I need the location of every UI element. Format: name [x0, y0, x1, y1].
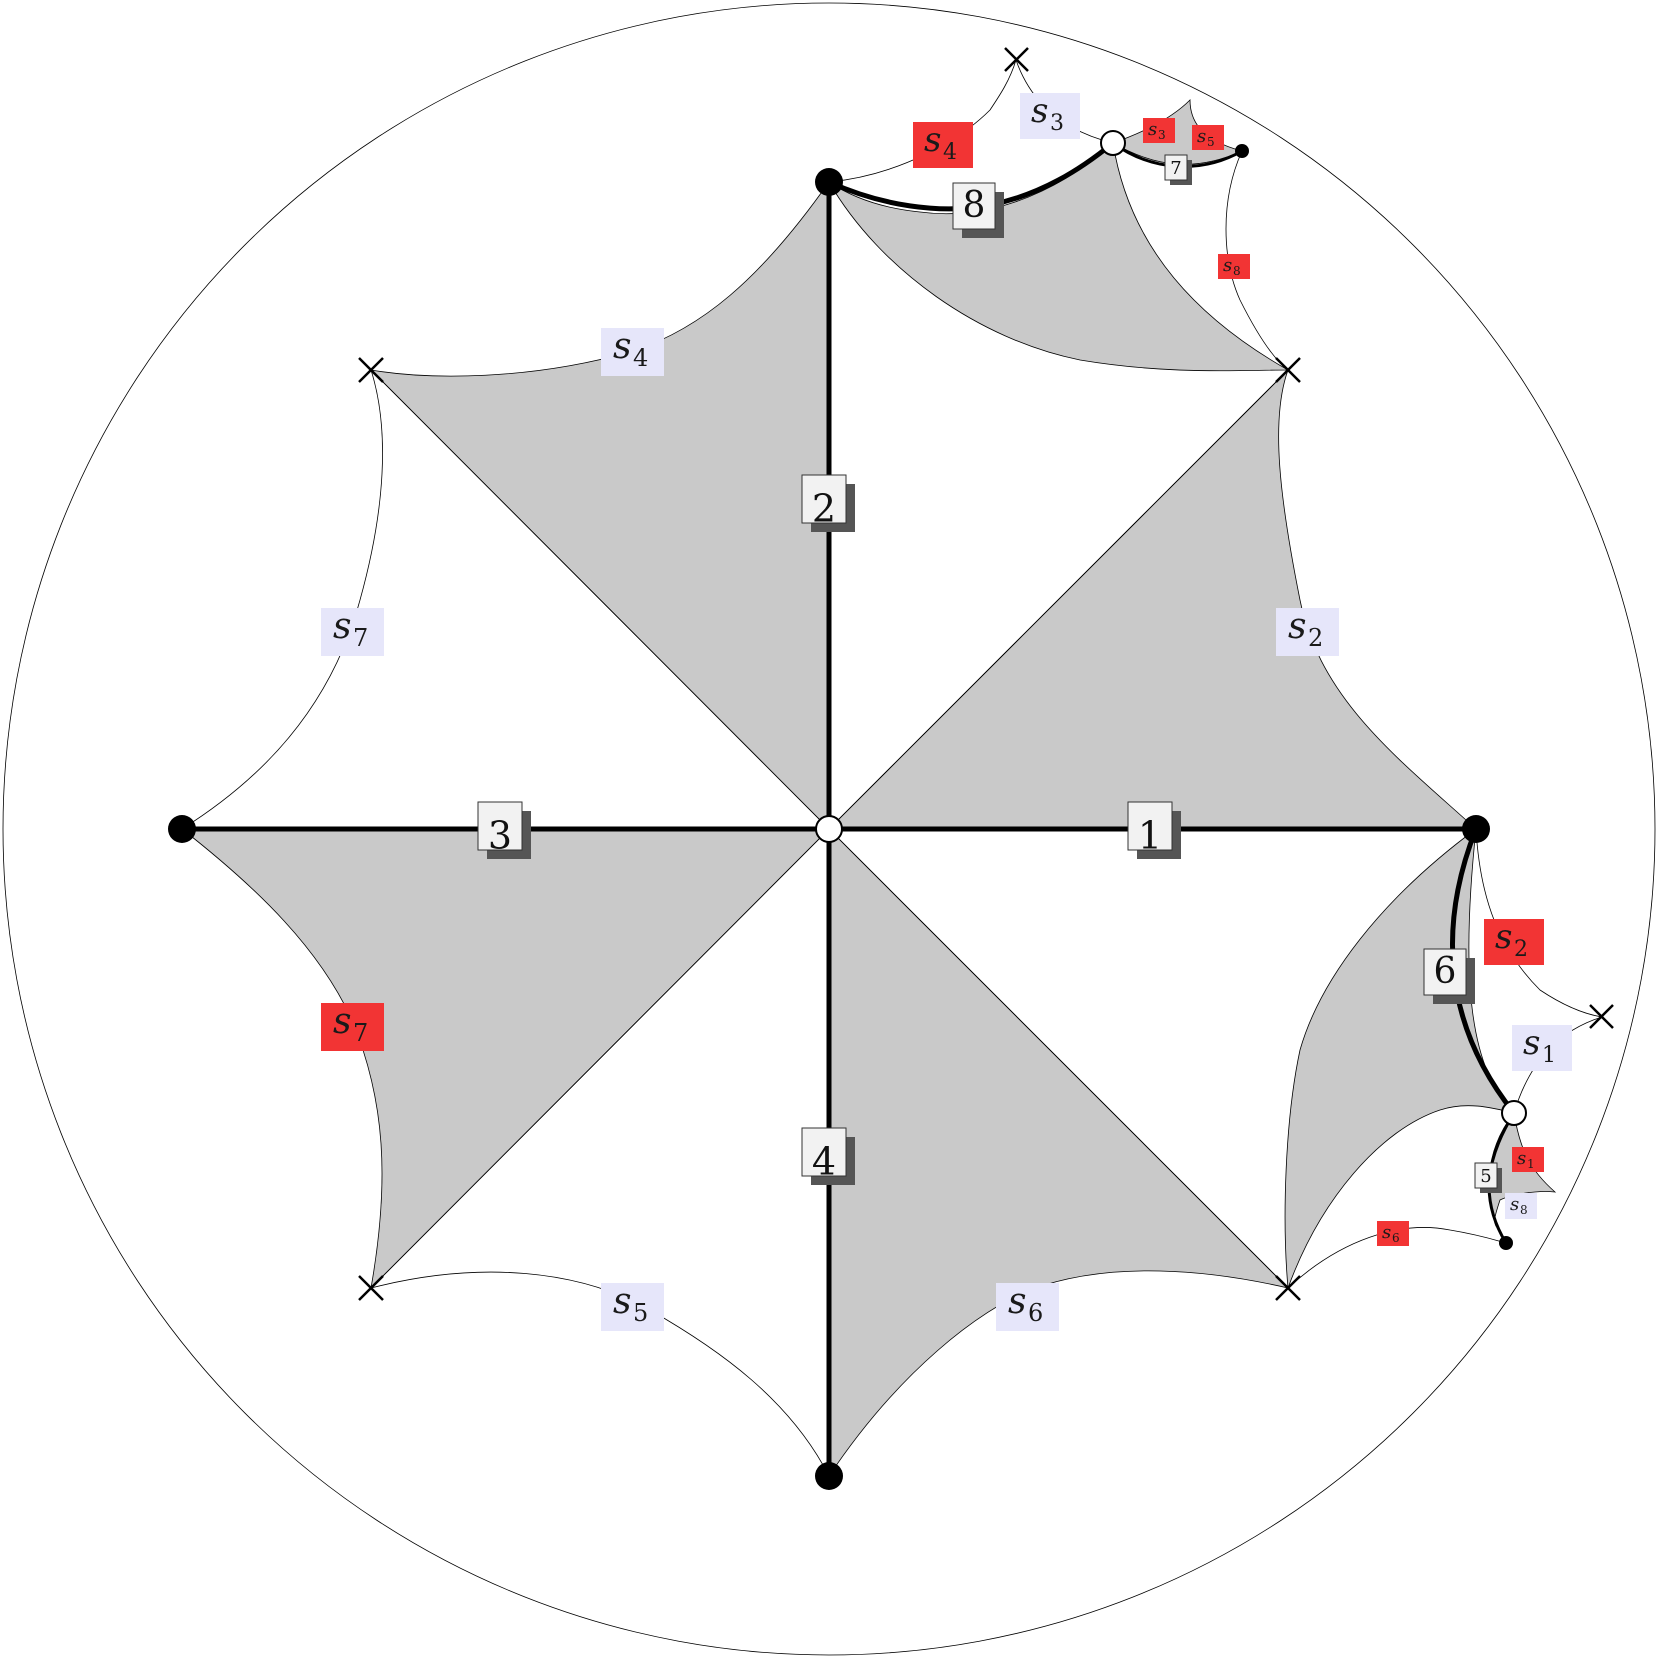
label-s8-red-sub: 8 [1233, 264, 1241, 278]
label-s7-blue-base: s [333, 606, 351, 647]
edge-number-8-text: 8 [963, 185, 986, 226]
label-s2-red-base: s [1495, 917, 1512, 957]
label-s3-blue-base: s [1031, 91, 1048, 131]
cross-mark-top [1004, 47, 1029, 72]
black-vertex-west [168, 815, 196, 843]
edge-number-7: 7 [1164, 154, 1192, 185]
label-s3-red-sub: 3 [1158, 128, 1166, 142]
white-vertex-right [1501, 1100, 1527, 1126]
label-s7-red-sub: 7 [353, 1019, 368, 1047]
shaded-triangle-nw [369, 180, 830, 830]
label-s6-blue: s 6 [996, 1281, 1059, 1331]
label-s4-red-sub: 4 [943, 140, 957, 165]
label-s5-blue: s 5 [601, 1281, 664, 1331]
label-s7-blue-sub: 7 [353, 624, 368, 652]
edge-number-3-text: 3 [488, 814, 512, 858]
label-s7-blue: s 7 [321, 606, 384, 656]
label-s1-blue-sub: 1 [1542, 1043, 1556, 1068]
label-s8-blue-sub: 8 [1520, 1203, 1528, 1217]
label-s6-red-sub: 6 [1392, 1231, 1400, 1245]
edge-number-4-text: 4 [812, 1140, 836, 1184]
edge-number-8: 8 [952, 182, 1004, 238]
label-s4-blue-base: s [613, 326, 631, 367]
label-s6-blue-sub: 6 [1028, 1299, 1043, 1327]
label-s4-blue-sub: 4 [633, 344, 648, 372]
label-s8-red: s 8 [1218, 254, 1250, 279]
label-s4-red-base: s [924, 120, 941, 160]
label-s5-blue-sub: 5 [633, 1299, 648, 1327]
shaded-triangle-se [828, 828, 1290, 1478]
black-vertex-north [815, 168, 843, 196]
label-s1-blue: s 1 [1512, 1023, 1572, 1071]
label-s4-blue: s 4 [601, 326, 664, 376]
small-black-vertex-right [1499, 1236, 1513, 1250]
edge-number-5-text: 5 [1480, 1166, 1491, 1187]
white-vertex-top [1100, 130, 1126, 156]
shaded-triangle-ne [828, 369, 1478, 830]
edge-number-6: 6 [1423, 948, 1475, 1004]
label-s6-red: s 6 [1377, 1221, 1409, 1246]
cross-mark-se [1275, 1275, 1301, 1301]
cross-mark-ne [1275, 357, 1301, 383]
label-s5-red-base: s [1197, 126, 1206, 147]
label-s6-blue-base: s [1008, 1281, 1026, 1322]
arc-s8 [1225, 150, 1289, 371]
label-s2-blue-base: s [1288, 606, 1306, 647]
cross-mark-sw [358, 1275, 384, 1301]
black-vertex-south [815, 1462, 843, 1490]
edge-number-6-text: 6 [1434, 951, 1457, 992]
arc-s2-lower [1475, 828, 1603, 1018]
small-black-vertex-top [1235, 144, 1249, 158]
diagonal-sw [370, 828, 830, 1289]
edge-number-5: 5 [1474, 1162, 1502, 1193]
label-s8-blue-base: s [1510, 1194, 1519, 1215]
shaded-triangle-sw [180, 828, 830, 1290]
label-s4-red: s 4 [913, 120, 973, 168]
edge-number-7-text: 7 [1170, 158, 1181, 179]
black-vertex-east [1462, 815, 1490, 843]
label-s2-red-sub: 2 [1514, 937, 1528, 962]
label-s3-blue-sub: 3 [1050, 111, 1064, 136]
label-s3-blue: s 3 [1020, 91, 1080, 139]
diagonal-nw [370, 369, 830, 830]
center-vertex [815, 815, 843, 843]
diagonal-ne [828, 369, 1289, 830]
label-s5-red: s 5 [1192, 125, 1224, 150]
shaded-region-top [828, 142, 1290, 372]
label-s2-red: s 2 [1484, 917, 1544, 965]
label-s8-red-base: s [1223, 255, 1232, 276]
label-s2-blue: s 2 [1276, 606, 1339, 656]
label-s3-red: s 3 [1143, 118, 1175, 143]
edge-number-2-text: 2 [812, 487, 836, 531]
diagonal-se [828, 828, 1289, 1289]
label-s2-blue-sub: 2 [1308, 624, 1323, 652]
arc-s5 [370, 1271, 830, 1477]
label-s5-red-sub: 5 [1207, 135, 1215, 149]
cross-mark-nw [358, 357, 384, 383]
label-s1-red-base: s [1517, 1148, 1526, 1169]
label-s7-red-base: s [333, 1001, 351, 1042]
edge-number-2: 2 [801, 474, 855, 532]
cross-mark-right [1589, 1004, 1614, 1029]
edge-number-1-text: 1 [1138, 814, 1162, 858]
edge-number-1: 1 [1127, 801, 1181, 859]
label-s5-blue-base: s [613, 1281, 631, 1322]
edge-number-3: 3 [477, 801, 531, 859]
label-s6-red-base: s [1382, 1222, 1391, 1243]
label-s1-blue-base: s [1523, 1023, 1540, 1063]
label-s7-red: s 7 [321, 1001, 384, 1051]
arc-s7 [181, 369, 383, 830]
label-s1-red: s 1 [1512, 1147, 1544, 1172]
edge-number-4: 4 [801, 1127, 855, 1185]
label-s3-red-base: s [1148, 119, 1157, 140]
label-s8-blue: s 8 [1505, 1193, 1537, 1219]
arc-s4-upper [828, 59, 1017, 183]
label-s1-red-sub: 1 [1527, 1157, 1535, 1171]
arc-s6-lower [1287, 1227, 1507, 1289]
